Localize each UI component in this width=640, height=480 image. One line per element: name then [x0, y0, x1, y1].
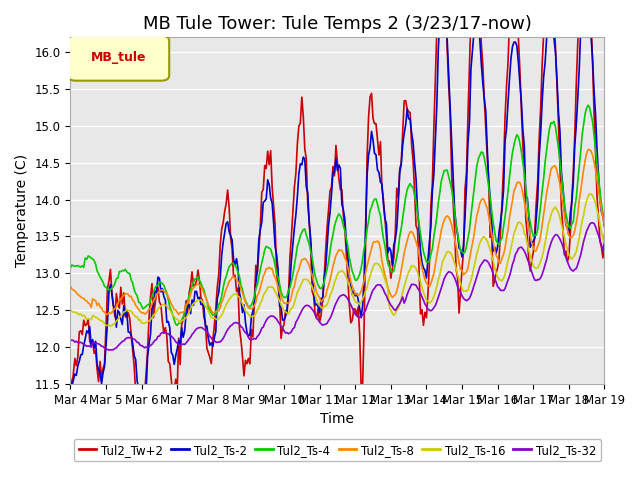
- Tul2_Ts-4: [537, 203, 545, 208]
- Tul2_Ts-2: [600, 224, 608, 229]
- Tul2_Ts-8: [537, 233, 545, 239]
- Tul2_Ts-4: [81, 255, 89, 261]
- Tul2_Ts-2: [168, 349, 175, 355]
- Tul2_Tw+2: [402, 98, 410, 104]
- Tul2_Tw+2: [67, 382, 74, 388]
- Tul2_Ts-8: [67, 283, 74, 289]
- Tul2_Ts-4: [584, 102, 592, 108]
- Tul2_Ts-32: [105, 347, 113, 353]
- Tul2_Ts-32: [390, 306, 397, 312]
- Legend: Tul2_Tw+2, Tul2_Ts-2, Tul2_Ts-4, Tul2_Ts-8, Tul2_Ts-16, Tul2_Ts-32: Tul2_Tw+2, Tul2_Ts-2, Tul2_Ts-4, Tul2_Ts…: [74, 439, 601, 461]
- Tul2_Ts-16: [537, 259, 545, 264]
- Tul2_Ts-8: [600, 222, 608, 228]
- Line: Tul2_Ts-8: Tul2_Ts-8: [70, 149, 604, 314]
- Tul2_Ts-4: [390, 268, 397, 274]
- Tul2_Ts-32: [372, 283, 380, 289]
- Tul2_Tw+2: [390, 255, 397, 261]
- Tul2_Ts-2: [81, 336, 89, 342]
- Tul2_Ts-32: [402, 297, 410, 302]
- Tul2_Ts-16: [67, 307, 74, 313]
- Tul2_Ts-2: [537, 131, 545, 136]
- Text: MB_tule: MB_tule: [91, 51, 146, 64]
- Tul2_Ts-4: [173, 323, 181, 328]
- X-axis label: Time: Time: [321, 412, 355, 426]
- Tul2_Ts-4: [372, 196, 380, 202]
- Tul2_Ts-16: [168, 310, 175, 315]
- Tul2_Ts-2: [372, 152, 380, 157]
- Tul2_Ts-4: [166, 304, 173, 310]
- Tul2_Ts-16: [107, 323, 115, 329]
- Tul2_Ts-2: [141, 401, 148, 407]
- Tul2_Ts-16: [600, 241, 608, 247]
- Line: Tul2_Ts-2: Tul2_Ts-2: [70, 0, 604, 404]
- Tul2_Ts-32: [67, 338, 74, 344]
- Tul2_Tw+2: [168, 376, 175, 382]
- Tul2_Ts-4: [402, 194, 410, 200]
- Tul2_Ts-4: [67, 265, 74, 271]
- Tul2_Tw+2: [81, 323, 89, 328]
- Tul2_Ts-16: [390, 312, 397, 318]
- Tul2_Ts-8: [166, 297, 173, 303]
- Tul2_Ts-32: [537, 275, 545, 281]
- Tul2_Ts-16: [402, 278, 410, 284]
- Tul2_Ts-8: [372, 239, 380, 245]
- Line: Tul2_Ts-32: Tul2_Ts-32: [70, 223, 604, 350]
- Tul2_Ts-32: [589, 220, 596, 226]
- Line: Tul2_Ts-16: Tul2_Ts-16: [70, 194, 604, 326]
- Tul2_Ts-8: [402, 244, 410, 250]
- Tul2_Ts-16: [372, 261, 380, 266]
- Tul2_Ts-4: [600, 216, 608, 221]
- Tul2_Ts-32: [168, 333, 175, 339]
- Tul2_Tw+2: [140, 430, 147, 436]
- Tul2_Tw+2: [372, 121, 380, 127]
- Tul2_Ts-16: [586, 191, 593, 197]
- Tul2_Ts-8: [81, 298, 89, 303]
- Tul2_Tw+2: [538, 62, 546, 68]
- Tul2_Ts-8: [390, 293, 397, 299]
- Tul2_Ts-2: [67, 375, 74, 381]
- Tul2_Ts-2: [402, 122, 410, 128]
- Tul2_Ts-2: [390, 242, 397, 248]
- Line: Tul2_Tw+2: Tul2_Tw+2: [70, 0, 604, 433]
- Tul2_Ts-8: [584, 146, 592, 152]
- Tul2_Tw+2: [600, 233, 608, 239]
- Tul2_Ts-32: [600, 253, 608, 259]
- Title: MB Tule Tower: Tule Temps 2 (3/23/17-now): MB Tule Tower: Tule Temps 2 (3/23/17-now…: [143, 15, 532, 33]
- Tul2_Ts-32: [81, 342, 89, 348]
- Y-axis label: Temperature (C): Temperature (C): [15, 154, 29, 267]
- Tul2_Ts-8: [175, 312, 182, 317]
- FancyBboxPatch shape: [68, 36, 169, 81]
- Line: Tul2_Ts-4: Tul2_Ts-4: [70, 105, 604, 325]
- Tul2_Ts-16: [81, 314, 89, 320]
